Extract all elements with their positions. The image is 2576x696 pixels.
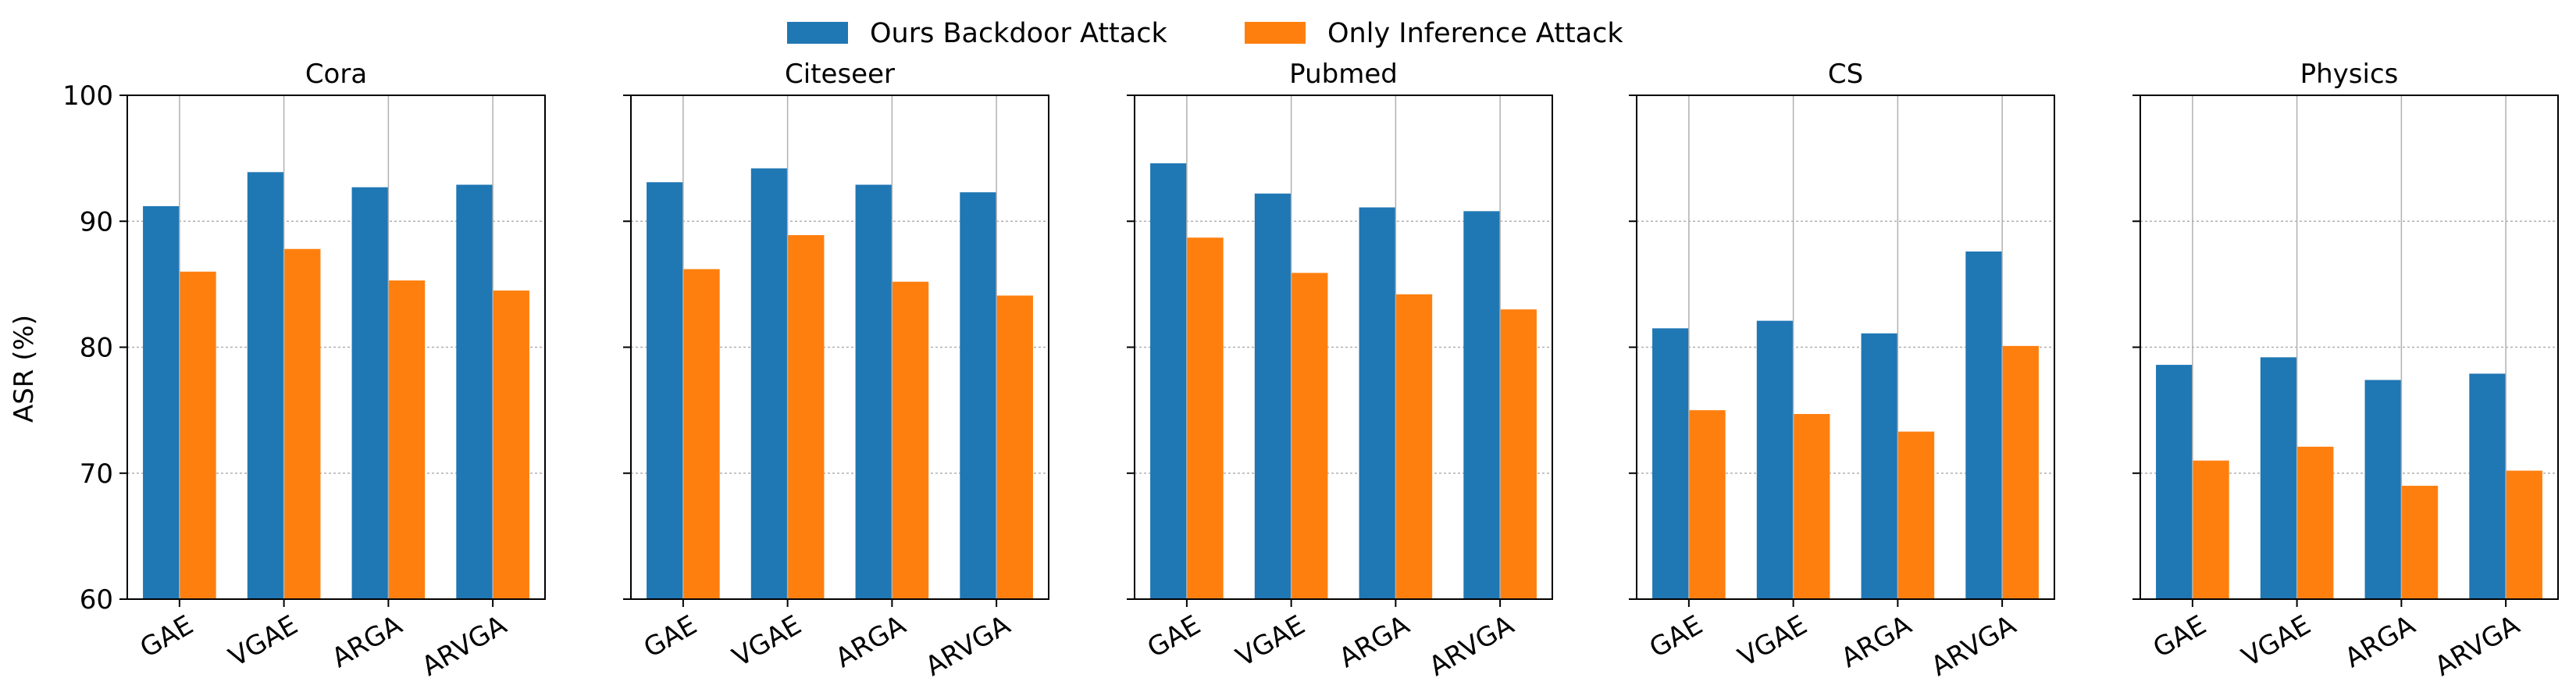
y-tick-label: 80: [80, 333, 113, 364]
bar-ours-backdoor-attack: [2469, 373, 2507, 599]
bar-ours-backdoor-attack: [647, 182, 683, 599]
y-tick-label: 100: [62, 80, 113, 112]
x-tick-label: ARVGA: [2430, 609, 2525, 683]
x-tick-label: ARGA: [1836, 609, 1917, 674]
bar-ours-backdoor-attack: [247, 172, 284, 600]
bar-only-inference-attack: [1186, 237, 1224, 599]
panel-title: Physics: [2300, 59, 2399, 90]
bar-only-inference-attack: [1688, 410, 1726, 599]
bar-only-inference-attack: [1793, 413, 1830, 599]
x-tick-label: VGAE: [1733, 609, 1812, 673]
x-tick-label: GAE: [2148, 609, 2212, 664]
bar-only-inference-attack: [2296, 446, 2334, 599]
legend-swatch: [787, 22, 848, 44]
bar-only-inference-attack: [2192, 460, 2229, 599]
bar-ours-backdoor-attack: [1652, 328, 1689, 599]
bar-only-inference-attack: [892, 281, 929, 599]
bar-ours-backdoor-attack: [2156, 365, 2193, 599]
bar-only-inference-attack: [2002, 345, 2039, 599]
bar-only-inference-attack: [2506, 470, 2542, 599]
x-tick-label: VGAE: [2236, 609, 2316, 673]
bar-only-inference-attack: [682, 269, 720, 599]
bar-ours-backdoor-attack: [1150, 163, 1187, 599]
bar-ours-backdoor-attack: [960, 192, 997, 600]
bar-ours-backdoor-attack: [143, 205, 180, 599]
y-tick-label: 90: [80, 206, 113, 237]
x-tick-label: GAE: [135, 609, 199, 664]
bar-ours-backdoor-attack: [2260, 357, 2297, 599]
bar-ours-backdoor-attack: [1861, 333, 1898, 599]
bar-ours-backdoor-attack: [855, 184, 893, 600]
bar-ours-backdoor-attack: [1463, 211, 1501, 599]
x-tick-label: VGAE: [727, 609, 807, 673]
x-tick-label: ARVGA: [1424, 609, 1520, 683]
x-tick-label: ARGA: [1334, 609, 1415, 674]
bar-only-inference-attack: [996, 295, 1033, 599]
x-tick-label: ARGA: [830, 609, 911, 674]
bar-ours-backdoor-attack: [1756, 320, 1794, 599]
y-tick-label: 60: [80, 584, 113, 616]
x-tick-label: GAE: [1142, 609, 1206, 664]
legend: Ours Backdoor Attack Only Inference Attac…: [787, 18, 1623, 49]
chart-panel: 60 70 80 90 100 GAE VGAE ARGA ARVGA Cora: [62, 59, 546, 683]
x-tick-label: ARGA: [2339, 609, 2421, 674]
bar-ours-backdoor-attack: [1359, 207, 1396, 599]
bar-ours-backdoor-attack: [1254, 193, 1292, 599]
bar-only-inference-attack: [179, 271, 216, 599]
legend-label: Ours Backdoor Attack: [870, 18, 1167, 49]
bar-only-inference-attack: [493, 290, 529, 599]
bar-ours-backdoor-attack: [1965, 251, 2003, 599]
bar-ours-backdoor-attack: [750, 168, 788, 599]
legend-label: Only Inference Attack: [1327, 18, 1623, 49]
bar-only-inference-attack: [1395, 294, 1433, 599]
x-tick-label: GAE: [1644, 609, 1708, 664]
bar-only-inference-attack: [1897, 431, 1935, 599]
chart-panel: GAE VGAE ARGA ARVGA Pubmed: [1127, 59, 1553, 683]
chart-panel: GAE VGAE ARGA ARVGA Physics: [2132, 59, 2559, 683]
bar-only-inference-attack: [388, 280, 426, 599]
x-tick-label: GAE: [639, 609, 703, 664]
bar-ours-backdoor-attack: [2364, 380, 2402, 599]
x-tick-label: ARVGA: [921, 609, 1016, 683]
bar-only-inference-attack: [283, 248, 321, 599]
x-tick-label: ARVGA: [1926, 609, 2022, 683]
bar-only-inference-attack: [2401, 485, 2439, 599]
y-axis-label: ASR (%): [9, 315, 40, 423]
x-tick-label: ARGA: [326, 609, 408, 674]
panel-title: CS: [1828, 59, 1863, 90]
x-tick-label: ARVGA: [417, 609, 512, 683]
bar-only-inference-attack: [1291, 273, 1328, 599]
panel-title: Pubmed: [1289, 59, 1398, 90]
chart-panel: GAE VGAE ARGA ARVGA CS: [1629, 59, 2055, 683]
y-tick-label: 70: [80, 459, 113, 490]
x-tick-label: VGAE: [223, 609, 303, 673]
legend-swatch: [1245, 22, 1306, 44]
bar-ours-backdoor-attack: [351, 187, 389, 599]
panel-title: Cora: [305, 59, 367, 90]
bar-only-inference-attack: [787, 234, 825, 599]
panel-title: Citeseer: [785, 59, 895, 90]
x-tick-label: VGAE: [1231, 609, 1310, 673]
bar-ours-backdoor-attack: [456, 184, 493, 600]
chart-panel: GAE VGAE ARGA ARVGA Citeseer: [623, 59, 1049, 683]
bar-only-inference-attack: [1500, 309, 1537, 599]
